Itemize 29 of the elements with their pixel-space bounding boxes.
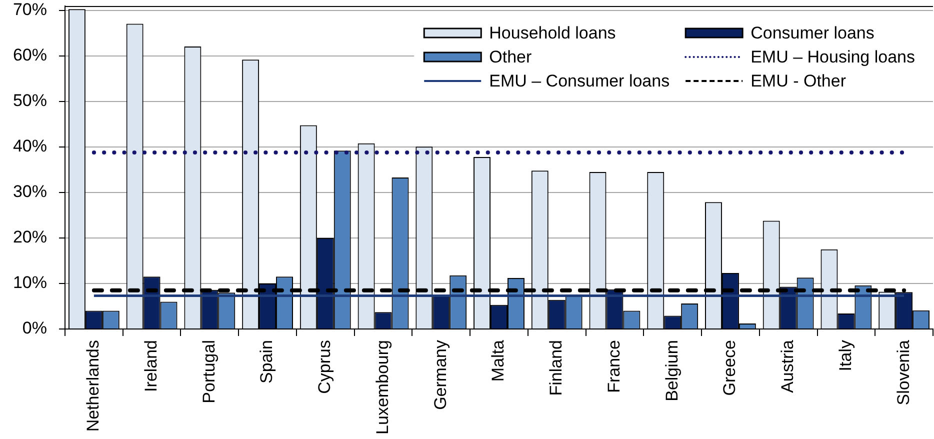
y-tick-label: 30% xyxy=(12,182,47,202)
x-tick-label: Netherlands xyxy=(84,340,103,432)
x-tick-label: France xyxy=(604,340,624,393)
x-tick-label: Finland xyxy=(546,340,566,396)
y-tick-label: 50% xyxy=(12,91,47,110)
x-tick-label: Germany xyxy=(430,340,450,410)
x-tick-label: Luxembourg xyxy=(372,340,392,435)
y-tick-label: 0% xyxy=(22,318,47,338)
x-tick-label: Italy xyxy=(836,340,855,372)
x-tick-label: Malta xyxy=(488,339,508,382)
legend-label: Household loans xyxy=(489,24,616,43)
legend-label: Consumer loans xyxy=(750,24,874,43)
legend-label: EMU – Housing loans xyxy=(750,48,916,67)
y-tick-label: 20% xyxy=(12,228,47,247)
y-tick-label: 10% xyxy=(12,273,47,292)
y-tick-label: 40% xyxy=(12,136,47,156)
legend-label: EMU - Other xyxy=(750,72,846,91)
legend-label: EMU – Consumer loans xyxy=(489,72,670,91)
x-tick-label: Cyprus xyxy=(315,340,334,394)
x-tick-label: Slovenia xyxy=(894,339,913,406)
x-tick-label: Portugal xyxy=(199,340,218,404)
y-tick-label: 70% xyxy=(12,0,47,20)
x-tick-label: Spain xyxy=(257,340,276,384)
x-tick-label: Ireland xyxy=(141,340,160,392)
x-tick-label: Belgium xyxy=(662,340,682,402)
x-tick-label: Austria xyxy=(778,339,798,393)
y-tick-label: 60% xyxy=(12,46,47,65)
x-tick-label: Greece xyxy=(720,340,740,396)
legend-label: Other xyxy=(489,48,532,67)
